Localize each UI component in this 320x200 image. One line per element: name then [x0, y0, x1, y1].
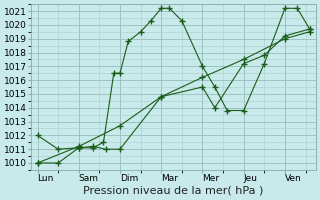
X-axis label: Pression niveau de la mer( hPa ): Pression niveau de la mer( hPa ): [84, 186, 264, 196]
